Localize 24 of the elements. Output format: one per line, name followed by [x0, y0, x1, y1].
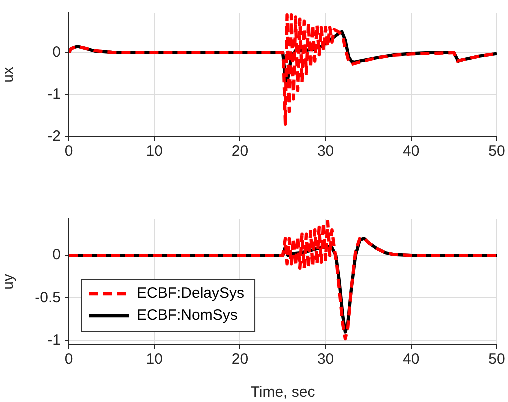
legend-label: ECBF:NomSys	[137, 307, 238, 324]
y-tick-label: -2	[48, 128, 61, 146]
x-axis-title: Time, sec	[250, 384, 316, 402]
y-tick-label: -1	[48, 86, 61, 104]
x-tick-label: 20	[232, 351, 249, 368]
x-tick-label: 20	[232, 143, 249, 160]
x-tick-label: 10	[146, 351, 163, 368]
x-tick-label: 0	[64, 143, 74, 160]
x-tick-label: 40	[403, 351, 420, 368]
y-axis-title: ux	[0, 66, 18, 83]
x-tick-label: 10	[146, 143, 163, 160]
x-tick-label: 50	[488, 351, 506, 368]
y-axis-title: uy	[0, 274, 18, 290]
y-tick-label: -1	[48, 332, 61, 349]
legend-label: ECBF:DelaySys	[137, 285, 245, 302]
x-tick-label: 40	[403, 143, 420, 160]
y-tick-label: 0	[52, 44, 61, 62]
x-tick-label: 30	[317, 351, 334, 368]
x-tick-label: 50	[488, 143, 506, 160]
x-tick-label: 0	[64, 351, 74, 368]
y-tick-label: -0.5	[35, 289, 61, 306]
x-tick-label: 30	[317, 143, 334, 160]
y-tick-label: 0	[52, 246, 61, 264]
line-series	[69, 220, 497, 341]
